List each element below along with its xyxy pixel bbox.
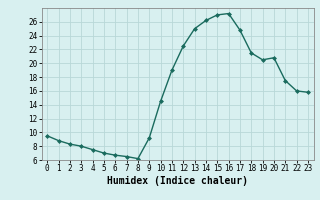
X-axis label: Humidex (Indice chaleur): Humidex (Indice chaleur) xyxy=(107,176,248,186)
